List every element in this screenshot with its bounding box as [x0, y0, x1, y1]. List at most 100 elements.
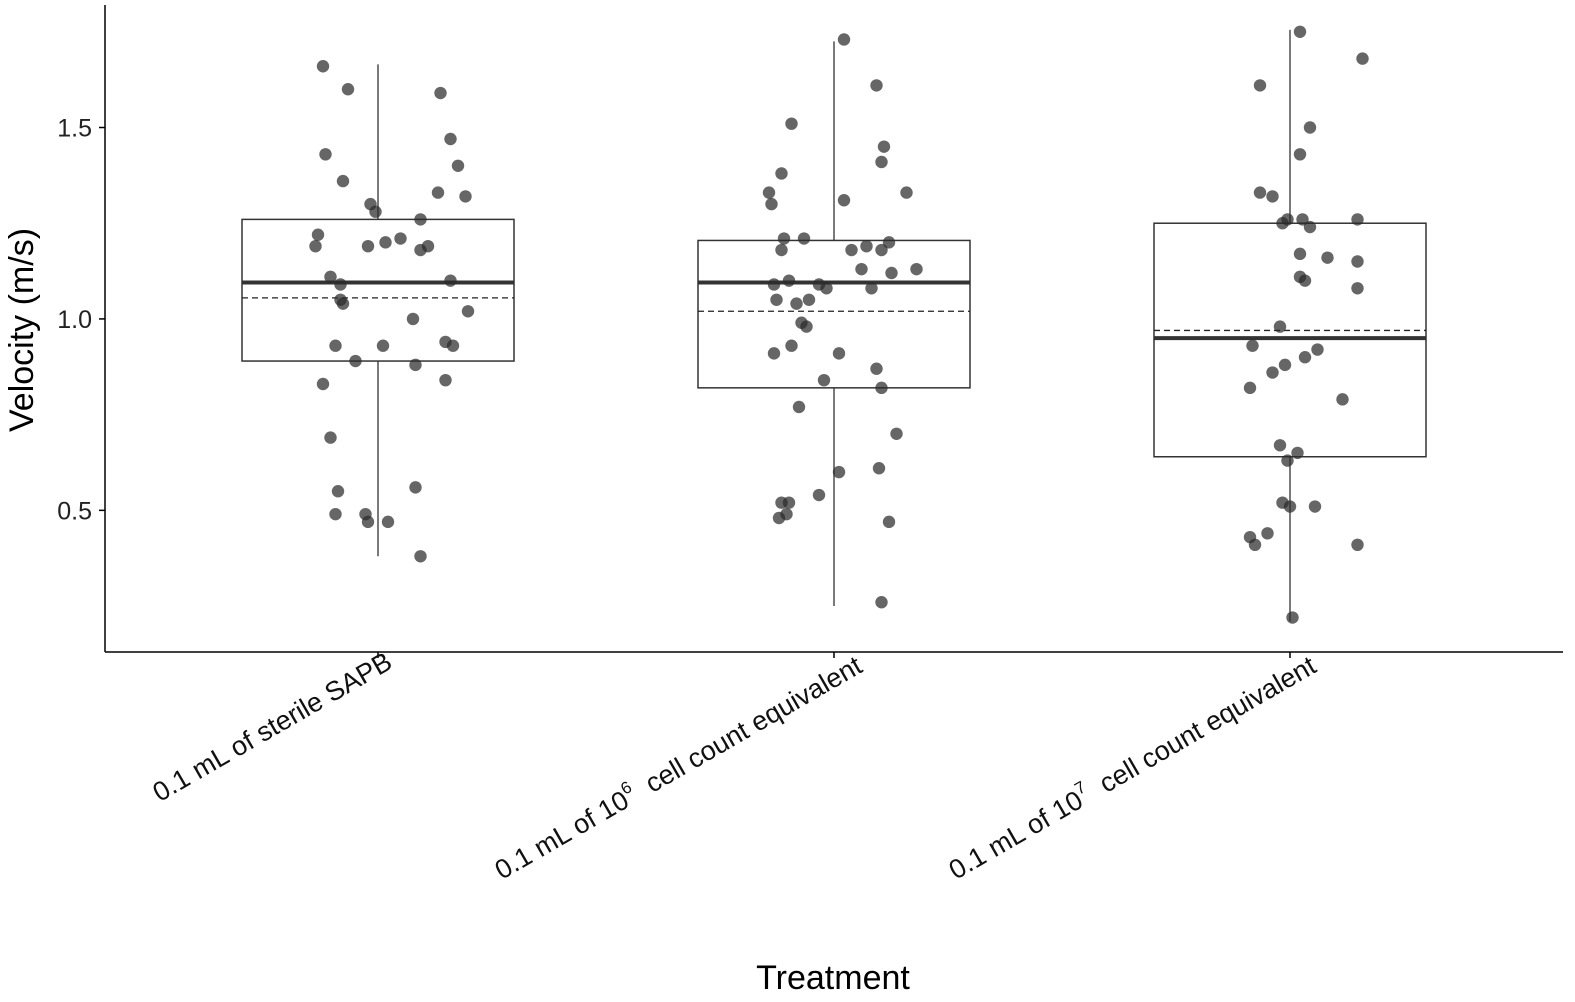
- data-point: [409, 358, 422, 372]
- data-point: [361, 515, 375, 529]
- x-tick-label: 0.1 mL of 107 cell count equivalent: [942, 647, 1321, 885]
- data-point: [832, 347, 846, 360]
- data-point: [832, 465, 846, 479]
- data-point: [1293, 148, 1307, 161]
- data-point: [870, 79, 883, 92]
- data-point: [309, 239, 322, 253]
- data-point: [1281, 213, 1294, 226]
- data-point: [336, 297, 350, 310]
- data-point: [875, 381, 888, 395]
- data-point: [910, 262, 923, 276]
- data-point: [1311, 343, 1324, 356]
- data-point: [1253, 79, 1267, 92]
- data-point: [1351, 282, 1364, 295]
- data-point: [1286, 611, 1299, 624]
- data-point: [1243, 381, 1257, 395]
- data-point: [1266, 190, 1279, 203]
- y-tick-label: 0.5: [57, 497, 92, 525]
- data-point: [1298, 351, 1312, 364]
- box-group: [241, 64, 515, 557]
- data-point: [882, 515, 896, 529]
- data-point: [451, 159, 465, 172]
- data-point: [775, 243, 788, 257]
- data-point: [817, 373, 831, 387]
- data-point: [1303, 220, 1317, 234]
- data-point: [334, 278, 347, 291]
- data-point: [1298, 274, 1312, 287]
- jitter-points: [309, 25, 1369, 624]
- data-point: [885, 266, 898, 280]
- data-point: [1246, 339, 1259, 352]
- x-axis-title: Treatment: [756, 959, 910, 997]
- data-point: [1321, 251, 1334, 264]
- data-point: [1253, 186, 1267, 199]
- data-point: [414, 550, 427, 563]
- data-point: [1261, 527, 1274, 540]
- data-point: [461, 305, 475, 318]
- data-point: [1273, 320, 1287, 333]
- data-point: [1351, 538, 1364, 552]
- data-point: [875, 155, 888, 169]
- data-point: [394, 232, 407, 245]
- data-point: [1351, 213, 1364, 226]
- data-point: [1296, 213, 1309, 226]
- data-point: [870, 362, 883, 375]
- x-axis-ticks: 0.1 mL of sterile SAPB 0.1 mL of 106 cell…: [148, 646, 1322, 885]
- data-point: [782, 274, 796, 287]
- data-point: [444, 274, 457, 287]
- data-point: [767, 278, 781, 291]
- data-point: [1248, 538, 1262, 552]
- data-point: [900, 186, 913, 199]
- data-point: [875, 596, 888, 609]
- data-point: [329, 507, 342, 521]
- data-point: [797, 232, 811, 245]
- data-point: [792, 400, 806, 414]
- data-point: [802, 293, 816, 306]
- data-point: [777, 232, 791, 245]
- x-tick-label: 0.1 mL of 106 cell count equivalent: [488, 647, 867, 885]
- data-point: [324, 270, 337, 284]
- data-point: [319, 148, 332, 161]
- y-axis-ticks: 0.5 1.0 1.5: [57, 115, 105, 525]
- data-point: [820, 282, 833, 295]
- box-group: [697, 41, 971, 607]
- data-point: [1336, 393, 1349, 406]
- data-point: [316, 377, 330, 391]
- data-point: [812, 488, 826, 502]
- data-point: [316, 60, 330, 73]
- data-point: [431, 186, 445, 199]
- data-point: [1351, 255, 1364, 268]
- data-point: [855, 262, 868, 276]
- data-point: [446, 339, 460, 352]
- box-series: [241, 29, 1427, 622]
- data-point: [409, 481, 422, 494]
- y-tick-label: 1.5: [57, 115, 92, 143]
- data-point: [459, 190, 472, 203]
- y-tick-label: 1.0: [57, 306, 92, 334]
- interquartile-box: [697, 239, 971, 389]
- data-point: [311, 228, 325, 241]
- data-point: [381, 515, 395, 529]
- data-point: [444, 132, 457, 146]
- box-group: [1153, 29, 1427, 622]
- data-point: [336, 174, 350, 188]
- data-point: [324, 431, 337, 444]
- data-point: [865, 282, 878, 295]
- data-point: [800, 320, 813, 333]
- data-point: [379, 236, 392, 249]
- data-point: [349, 354, 362, 368]
- data-point: [1293, 247, 1307, 261]
- data-point: [1283, 500, 1297, 513]
- data-point: [1266, 366, 1279, 379]
- data-point: [361, 239, 375, 253]
- data-point: [331, 485, 345, 498]
- data-point: [790, 297, 803, 310]
- data-point: [785, 339, 798, 352]
- data-point: [1356, 52, 1369, 65]
- data-point: [1293, 25, 1307, 38]
- interquartile-box: [241, 218, 515, 362]
- data-point: [1278, 358, 1292, 372]
- data-point: [837, 33, 851, 46]
- data-point: [882, 236, 896, 249]
- data-point: [845, 243, 858, 257]
